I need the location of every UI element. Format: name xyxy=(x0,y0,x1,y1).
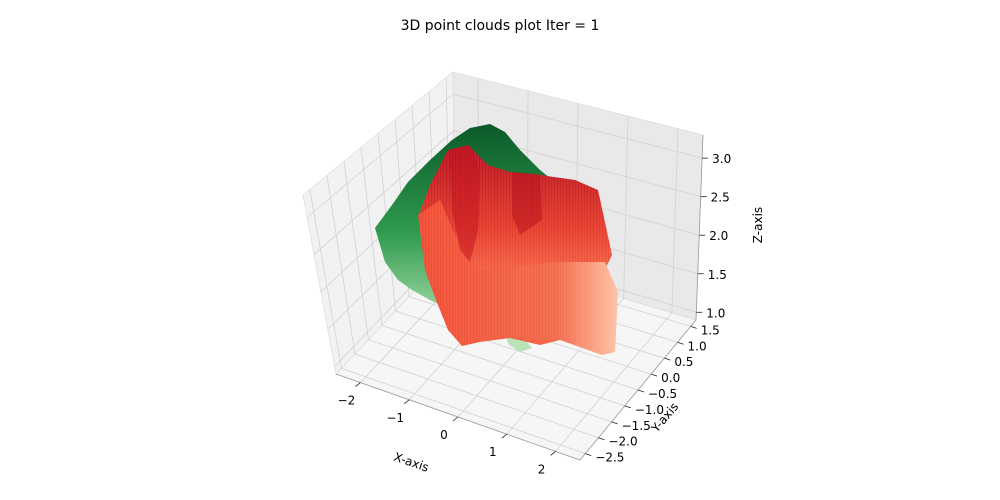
chart-title: 3D point clouds plot Iter = 1 xyxy=(401,18,600,34)
x-tick-mark xyxy=(452,416,459,422)
y-tick-mark xyxy=(677,341,684,345)
y-tick-label: 1.5 xyxy=(701,323,720,337)
x-tick-mark xyxy=(550,451,556,456)
x-tick-mark xyxy=(355,382,361,387)
y-tick-mark xyxy=(664,357,671,361)
x-tick-label: −1 xyxy=(386,411,404,425)
x-tick-label: 0 xyxy=(440,428,448,442)
y-tick-label: −2.0 xyxy=(608,435,637,449)
red-ridge-highlight xyxy=(450,146,480,262)
z-tick-label: 1.0 xyxy=(706,306,725,320)
point-cloud-surfaces xyxy=(375,124,618,355)
red-ridge-highlight-2 xyxy=(512,172,542,235)
x-tick-label: 2 xyxy=(538,462,546,476)
y-tick-label: −2.5 xyxy=(595,451,624,465)
z-axis-ticks: 1.0 1.5 2.0 2.5 3.0 xyxy=(696,152,731,320)
z-tick-label: 2.5 xyxy=(711,191,730,205)
y-tick-mark xyxy=(611,421,618,425)
z-axis-label: Z-axis xyxy=(751,207,765,243)
y-tick-label: −0.5 xyxy=(648,387,677,401)
y-tick-mark xyxy=(624,405,631,409)
x-tick-mark xyxy=(501,433,508,439)
y-axis-ticks: −2.5 −2.0 −1.5 −1.0 −0.5 0.0 0.5 1.0 1.5 xyxy=(585,323,720,465)
x-tick-mark xyxy=(403,399,410,405)
z-tick-label: 3.0 xyxy=(712,152,731,166)
x-tick-label: −2 xyxy=(338,394,356,408)
y-tick-label: −1.0 xyxy=(635,403,664,417)
y-tick-label: 1.0 xyxy=(688,339,707,353)
x-tick-label: 1 xyxy=(489,445,497,459)
y-tick-mark xyxy=(637,389,645,393)
y-tick-mark xyxy=(585,453,592,457)
z-tick-label: 1.5 xyxy=(708,268,727,282)
x-axis-ticks: −2 −1 0 1 2 xyxy=(338,382,556,476)
y-tick-mark xyxy=(690,325,697,329)
z-tick-label: 2.0 xyxy=(709,229,728,243)
y-tick-mark xyxy=(598,437,605,441)
y-tick-label: 0.5 xyxy=(674,355,693,369)
y-tick-label: 0.0 xyxy=(661,371,680,385)
x-axis-label: X-axis xyxy=(392,450,431,475)
y-tick-label: −1.5 xyxy=(622,419,651,433)
y-tick-mark xyxy=(651,373,658,377)
